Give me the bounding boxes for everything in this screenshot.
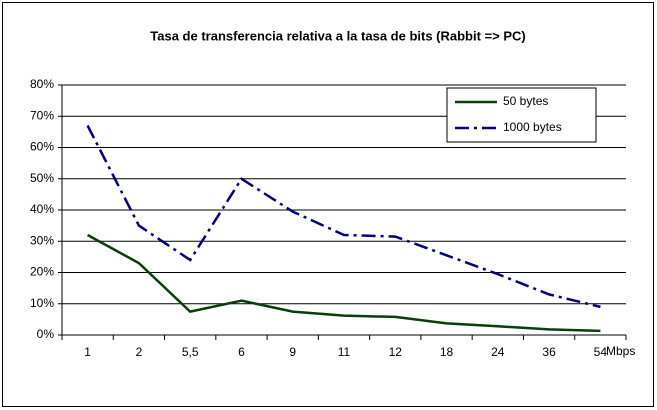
y-tick-label: 30% <box>30 233 54 247</box>
x-tick-label: 12 <box>389 345 403 359</box>
y-tick-label: 80% <box>30 77 54 91</box>
chart-title: Tasa de transferencia relativa a la tasa… <box>150 28 525 43</box>
x-tick-label: 6 <box>238 345 245 359</box>
series-line <box>86 125 601 309</box>
series-line <box>86 233 601 333</box>
x-tick-label: 2 <box>136 345 143 359</box>
y-tick-label: 10% <box>30 296 54 310</box>
x-axis-label: Mbps <box>606 344 635 358</box>
x-tick-label: 36 <box>542 345 556 359</box>
y-tick-label: 0% <box>37 327 55 341</box>
legend-label: 1000 bytes <box>503 120 562 134</box>
x-tick-label: 18 <box>440 345 454 359</box>
y-tick-label: 70% <box>30 108 54 122</box>
legend-label: 50 bytes <box>503 94 548 108</box>
x-tick-label: 9 <box>289 345 296 359</box>
y-tick-label: 40% <box>30 202 54 216</box>
y-tick-label: 50% <box>30 171 54 185</box>
legend-box <box>446 87 597 143</box>
x-tick-label: 11 <box>338 345 351 359</box>
y-tick-label: 60% <box>30 140 54 154</box>
x-tick-label: 5,5 <box>182 345 199 359</box>
x-tick-label: 54 <box>594 345 608 359</box>
x-tick-label: 1 <box>84 345 91 359</box>
y-tick-label: 20% <box>30 265 54 279</box>
x-tick-label: 24 <box>491 345 505 359</box>
